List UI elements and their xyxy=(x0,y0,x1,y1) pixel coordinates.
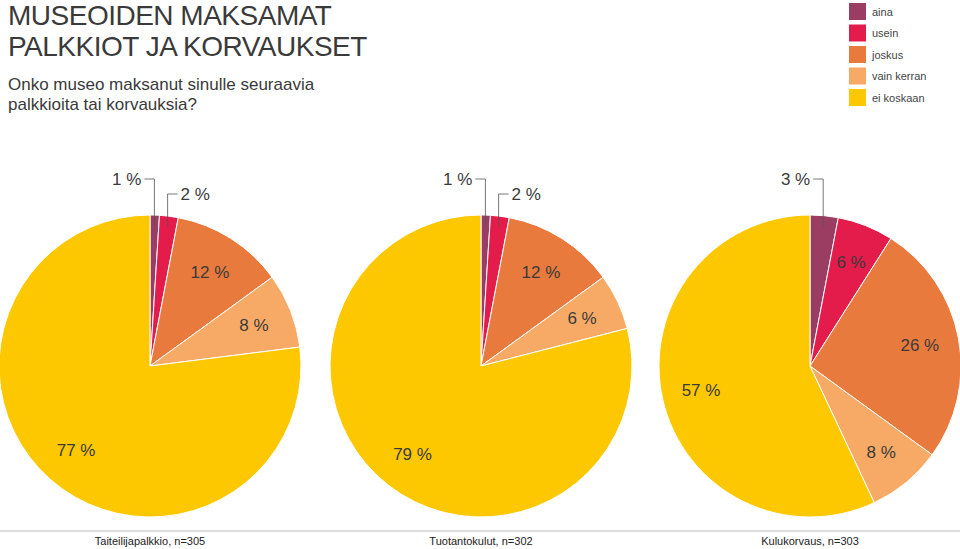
data-label: 26 % xyxy=(900,336,939,355)
leader-line xyxy=(499,194,509,227)
chart-caption: Tuotantokulut, n=302 xyxy=(429,535,532,547)
data-label: 79 % xyxy=(393,445,432,464)
legend-entry: joskus xyxy=(871,49,904,61)
slice xyxy=(0,215,301,517)
data-label: 12 % xyxy=(522,263,561,282)
leader-line xyxy=(475,179,485,226)
data-label: 57 % xyxy=(682,381,721,400)
legend-entry: usein xyxy=(872,27,898,39)
legend-entry: aina xyxy=(872,6,894,18)
legend-entry: ei koskaan xyxy=(872,92,925,104)
title: PALKKIOT JA KORVAUKSET xyxy=(8,31,367,62)
pie-2 xyxy=(659,215,960,517)
data-label: 12 % xyxy=(191,263,230,282)
chart-root: MUSEOIDEN MAKSAMATPALKKIOT JA KORVAUKSET… xyxy=(0,0,960,549)
subtitle: Onko museo maksanut sinulle seuraavia xyxy=(8,75,315,94)
data-label: 6 % xyxy=(836,253,865,272)
data-label: 3 % xyxy=(781,170,810,189)
chart-caption: Taiteilijapalkkio, n=305 xyxy=(95,535,205,547)
slice xyxy=(330,215,632,517)
legend-swatch xyxy=(849,89,866,106)
legend-swatch xyxy=(849,3,866,20)
data-label: 8 % xyxy=(239,316,268,335)
chart-caption: Kulukorvaus, n=303 xyxy=(761,535,859,547)
data-label: 1 % xyxy=(443,170,472,189)
pie-1 xyxy=(330,215,632,517)
pie-0 xyxy=(0,215,301,517)
leader-line xyxy=(144,179,154,226)
title: MUSEOIDEN MAKSAMAT xyxy=(8,0,332,31)
legend-swatch xyxy=(849,46,866,63)
legend-swatch xyxy=(849,25,866,42)
data-label: 77 % xyxy=(57,441,96,460)
leader-line xyxy=(168,194,178,227)
slice xyxy=(659,215,874,517)
data-label: 1 % xyxy=(112,170,141,189)
baseline-rule xyxy=(0,531,960,532)
data-label: 6 % xyxy=(567,309,596,328)
legend-swatch xyxy=(849,68,866,85)
data-label: 2 % xyxy=(512,185,541,204)
data-label: 2 % xyxy=(181,185,210,204)
legend: aina usein joskus vain kerran ei koskaan xyxy=(849,3,926,106)
subtitle: palkkioita tai korvauksia? xyxy=(8,95,197,114)
legend-entry: vain kerran xyxy=(872,70,926,82)
leader-line xyxy=(813,179,823,226)
data-label: 8 % xyxy=(867,443,896,462)
